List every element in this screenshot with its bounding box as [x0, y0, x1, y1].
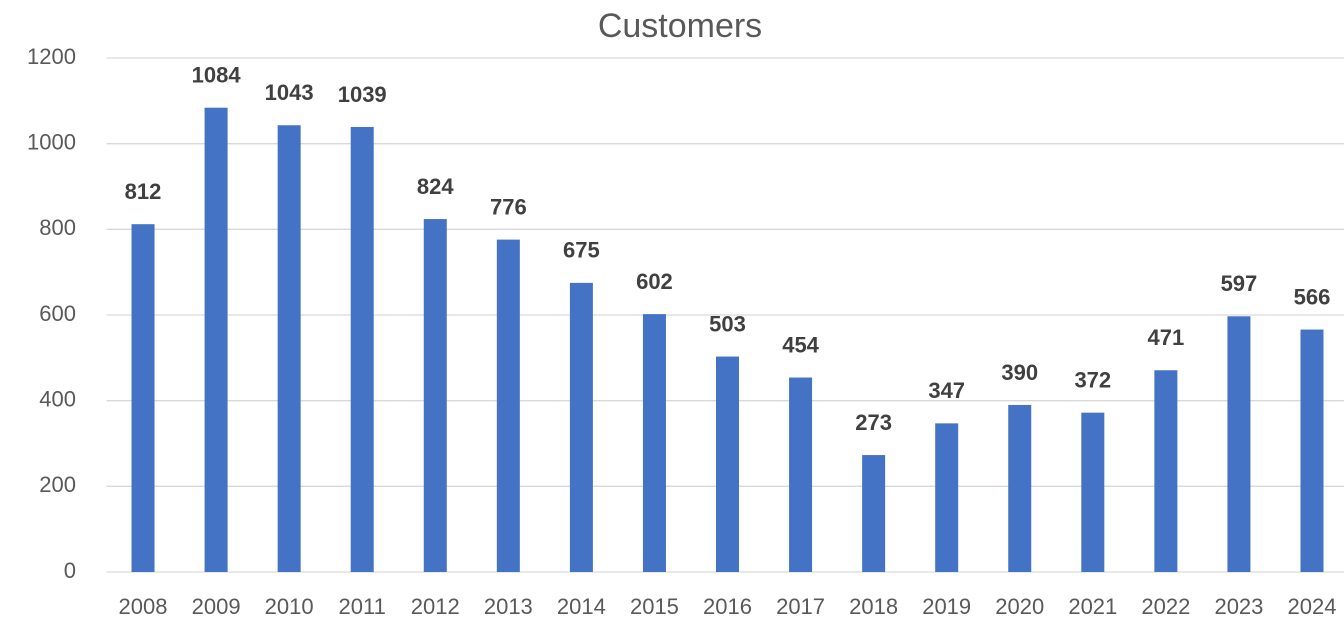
bar [569, 282, 593, 572]
bar [496, 239, 520, 572]
x-tick-label: 2011 [339, 594, 386, 619]
x-tick-label: 2010 [265, 594, 314, 619]
bar [350, 126, 374, 572]
y-tick-label: 800 [39, 215, 76, 240]
data-label: 824 [417, 174, 454, 199]
data-label: 390 [1001, 360, 1038, 385]
data-label: 597 [1221, 271, 1258, 296]
bar [423, 219, 447, 572]
x-tick-label: 2014 [557, 594, 606, 619]
data-label: 503 [709, 311, 746, 336]
x-tick-label: 2008 [119, 594, 168, 619]
bar [1154, 370, 1178, 572]
x-tick-label: 2023 [1214, 594, 1263, 619]
data-label: 471 [1148, 325, 1185, 350]
data-label: 566 [1294, 284, 1331, 309]
data-label: 1039 [338, 82, 387, 107]
data-label: 675 [563, 238, 600, 263]
x-tick-label: 2013 [484, 594, 533, 619]
x-tick-label: 2017 [776, 594, 825, 619]
bar [642, 314, 666, 572]
y-tick-label: 600 [39, 301, 76, 326]
bar [1081, 412, 1105, 572]
x-tick-label: 2019 [922, 594, 971, 619]
y-tick-label: 0 [64, 558, 76, 583]
x-tick-label: 2012 [411, 594, 460, 619]
bar [204, 107, 228, 572]
bar [277, 125, 301, 572]
bar [1227, 316, 1251, 572]
x-tick-label: 2015 [630, 594, 679, 619]
y-tick-label: 200 [39, 472, 76, 497]
x-tick-label: 2021 [1068, 594, 1117, 619]
chart-title: Customers [598, 7, 762, 45]
bar [789, 377, 813, 572]
data-label: 812 [125, 179, 162, 204]
bar [862, 455, 886, 572]
data-label: 602 [636, 269, 673, 294]
x-tick-label: 2016 [703, 594, 752, 619]
data-label: 347 [928, 378, 965, 403]
x-tick-label: 2020 [995, 594, 1044, 619]
data-label: 1043 [265, 80, 314, 105]
data-label: 454 [782, 332, 819, 357]
y-tick-label: 1200 [27, 44, 76, 69]
bar [935, 423, 959, 572]
x-tick-label: 2022 [1141, 594, 1190, 619]
x-tick-label: 2018 [849, 594, 898, 619]
data-label: 273 [855, 410, 892, 435]
bar [1008, 404, 1032, 572]
y-tick-label: 400 [39, 386, 76, 411]
x-tick-label: 2024 [1288, 594, 1337, 619]
data-label: 776 [490, 194, 527, 219]
data-label: 1084 [192, 62, 242, 87]
bar [716, 356, 740, 572]
data-label: 372 [1074, 367, 1111, 392]
bar [1300, 329, 1324, 572]
bar [131, 224, 155, 572]
x-tick-label: 2009 [192, 594, 241, 619]
y-tick-label: 1000 [27, 129, 76, 154]
